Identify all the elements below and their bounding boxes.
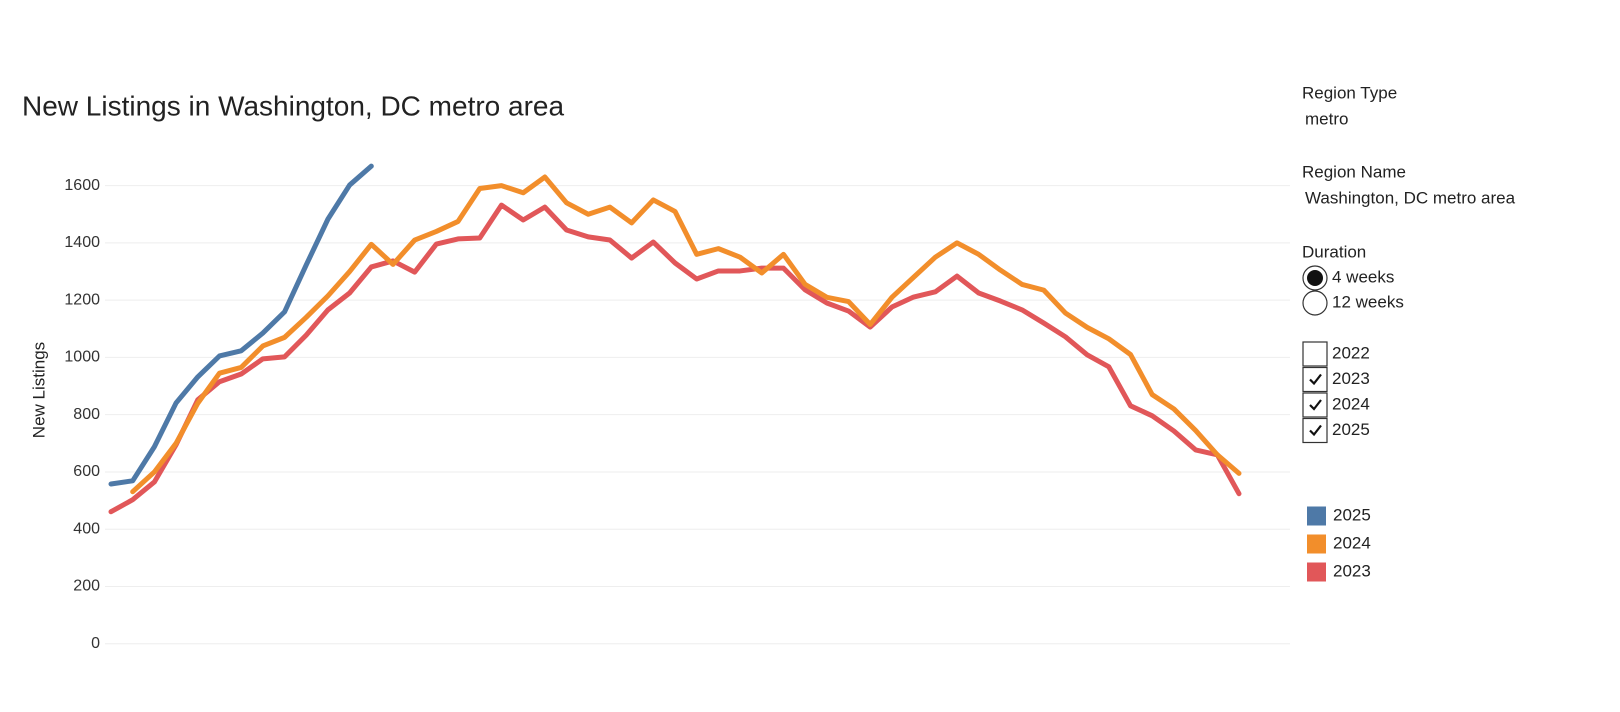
y-tick-label: 400 — [73, 520, 100, 537]
y-tick-label: 0 — [91, 635, 100, 652]
radio-dot — [1307, 270, 1323, 286]
series-line — [108, 202, 1242, 515]
filter-label: Region Type — [1302, 83, 1397, 102]
y-tick-label: 1600 — [64, 177, 100, 194]
checkbox[interactable] — [1302, 392, 1328, 418]
filter-label: Duration — [1302, 242, 1366, 261]
legend-label: 2023 — [1333, 561, 1371, 580]
filter-label: Region Name — [1302, 162, 1406, 181]
y-tick-label: 1200 — [64, 291, 100, 308]
series-line — [130, 174, 1242, 495]
y-tick-label: 600 — [73, 463, 100, 480]
checkbox-label[interactable]: 2024 — [1332, 394, 1370, 413]
legend-swatch — [1307, 562, 1326, 582]
legend-swatch — [1307, 506, 1326, 526]
checkbox[interactable] — [1302, 366, 1328, 393]
y-tick-label: 1400 — [64, 234, 100, 251]
checkbox-label[interactable]: 2023 — [1332, 369, 1370, 388]
series-line — [108, 163, 374, 487]
check-mark — [1309, 424, 1322, 437]
radio-label[interactable]: 4 weeks — [1332, 267, 1394, 286]
checkbox[interactable] — [1302, 341, 1328, 367]
checkbox-label[interactable]: 2022 — [1332, 343, 1370, 362]
radio-label[interactable]: 12 weeks — [1332, 292, 1404, 311]
check-mark — [1309, 373, 1322, 386]
y-tick-label: 1000 — [64, 349, 100, 366]
y-tick-label: 200 — [73, 578, 100, 595]
filter-value[interactable]: metro — [1305, 109, 1348, 128]
legend-swatch — [1307, 534, 1326, 554]
check-mark — [1309, 399, 1322, 411]
radio-button[interactable] — [1302, 290, 1328, 316]
y-axis-label: New Listings — [29, 342, 48, 438]
legend-label: 2025 — [1333, 505, 1371, 524]
chart-title: New Listings in Washington, DC metro are… — [22, 90, 565, 121]
checkbox[interactable] — [1302, 417, 1328, 444]
y-tick-label: 800 — [73, 406, 100, 423]
checkbox-label[interactable]: 2025 — [1332, 420, 1370, 439]
legend-label: 2024 — [1333, 533, 1371, 552]
filter-value[interactable]: Washington, DC metro area — [1305, 188, 1516, 207]
